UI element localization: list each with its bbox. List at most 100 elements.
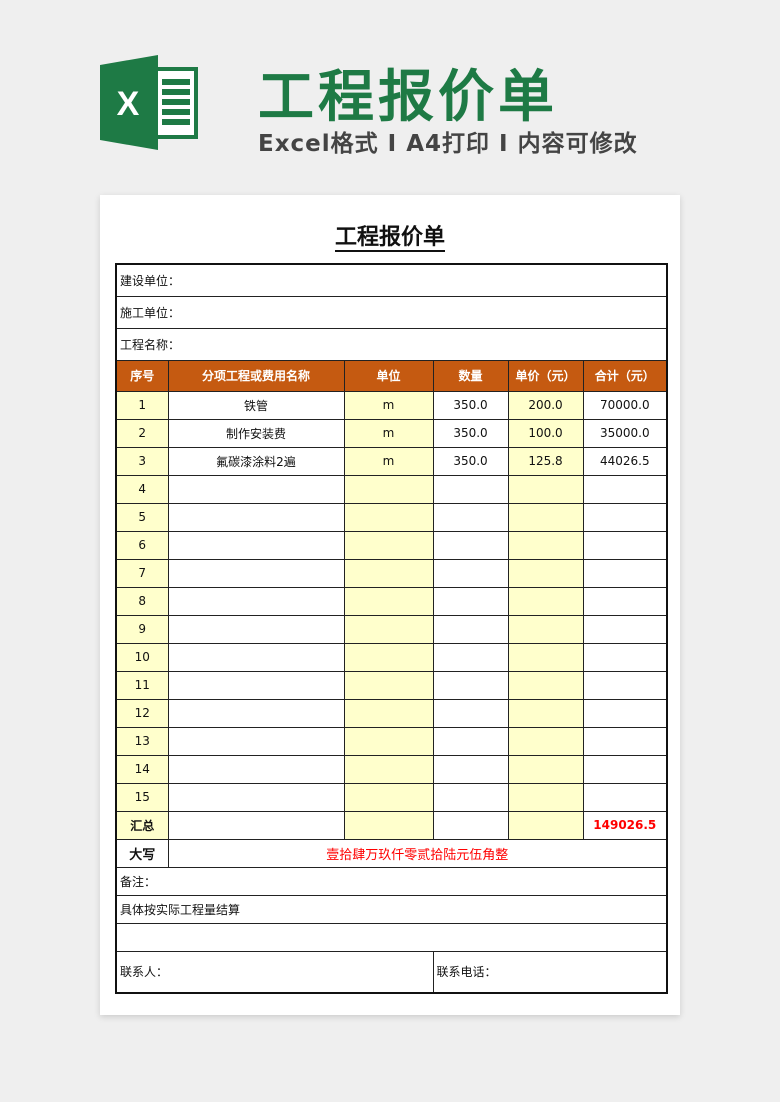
item-name-cell[interactable] — [167, 586, 345, 616]
subtotal-cell[interactable] — [582, 670, 668, 700]
item-name-cell[interactable] — [167, 558, 345, 588]
subtotal-cell[interactable] — [582, 558, 668, 588]
subtotal-cell[interactable] — [582, 642, 668, 672]
unit-cell[interactable] — [343, 474, 434, 504]
item-name-cell[interactable] — [167, 698, 345, 728]
unit-cell[interactable] — [343, 698, 434, 728]
unit-price-cell[interactable]: 125.8 — [507, 446, 584, 476]
subtotal-cell[interactable]: 35000.0 — [582, 418, 668, 448]
unit-cell[interactable] — [343, 782, 434, 812]
unit-price-cell[interactable] — [507, 586, 584, 616]
info-construction-unit[interactable]: 建设单位： — [115, 263, 668, 297]
total-value[interactable]: 149026.5 — [582, 810, 668, 840]
row-number-cell: 2 — [115, 418, 169, 448]
quantity-cell[interactable] — [432, 782, 509, 812]
item-name-cell[interactable]: 氟碳漆涂料2遍 — [167, 446, 345, 476]
row-number-cell: 14 — [115, 754, 169, 784]
unit-price-cell[interactable] — [507, 474, 584, 504]
item-name-cell[interactable] — [167, 474, 345, 504]
item-name-cell[interactable]: 铁管 — [167, 390, 345, 420]
item-name-cell[interactable] — [167, 782, 345, 812]
subtotal-cell[interactable] — [582, 754, 668, 784]
unit-price-cell[interactable] — [507, 698, 584, 728]
cell[interactable] — [343, 810, 434, 840]
quantity-cell[interactable] — [432, 558, 509, 588]
subtotal-cell[interactable] — [582, 586, 668, 616]
unit-price-cell[interactable]: 200.0 — [507, 390, 584, 420]
unit-price-cell[interactable] — [507, 502, 584, 532]
unit-cell[interactable] — [343, 670, 434, 700]
unit-cell[interactable] — [343, 502, 434, 532]
unit-price-cell[interactable] — [507, 530, 584, 560]
unit-cell[interactable] — [343, 642, 434, 672]
quantity-cell[interactable] — [432, 698, 509, 728]
item-name-cell[interactable] — [167, 754, 345, 784]
remark-blank[interactable] — [115, 922, 668, 952]
quantity-cell[interactable] — [432, 502, 509, 532]
unit-cell[interactable]: m — [343, 418, 434, 448]
unit-price-cell[interactable] — [507, 754, 584, 784]
cell[interactable] — [432, 810, 509, 840]
quantity-cell[interactable] — [432, 474, 509, 504]
cell[interactable] — [507, 810, 584, 840]
cell[interactable] — [167, 810, 345, 840]
quantity-cell[interactable] — [432, 586, 509, 616]
info-project-name[interactable]: 工程名称： — [115, 327, 668, 361]
row-number-cell: 3 — [115, 446, 169, 476]
item-name-cell[interactable] — [167, 726, 345, 756]
table-row: 2 制作安装费 m 350.0 100.0 35000.0 — [115, 418, 668, 448]
subtotal-cell[interactable] — [582, 698, 668, 728]
table-row: 3 氟碳漆涂料2遍 m 350.0 125.8 44026.5 — [115, 446, 668, 476]
unit-cell[interactable] — [343, 726, 434, 756]
unit-cell[interactable]: m — [343, 446, 434, 476]
item-name-cell[interactable] — [167, 502, 345, 532]
quantity-cell[interactable] — [432, 726, 509, 756]
row-number-cell: 10 — [115, 642, 169, 672]
capital-label: 大写 — [115, 838, 169, 868]
quantity-cell[interactable]: 350.0 — [432, 446, 509, 476]
col-header: 分项工程或费用名称 — [167, 359, 345, 392]
unit-price-cell[interactable] — [507, 782, 584, 812]
subtotal-cell[interactable] — [582, 614, 668, 644]
unit-cell[interactable] — [343, 558, 434, 588]
remark-text[interactable]: 具体按实际工程量结算 — [115, 894, 668, 924]
subtotal-cell[interactable]: 44026.5 — [582, 446, 668, 476]
header-row: 序号 分项工程或费用名称 单位 数量 单价（元） 合计（元） — [115, 359, 668, 392]
unit-cell[interactable]: m — [343, 390, 434, 420]
quantity-cell[interactable] — [432, 754, 509, 784]
unit-cell[interactable] — [343, 754, 434, 784]
remark-label[interactable]: 备注： — [115, 866, 668, 896]
unit-cell[interactable] — [343, 614, 434, 644]
table-row: 5 — [115, 502, 668, 532]
quantity-cell[interactable]: 350.0 — [432, 390, 509, 420]
unit-cell[interactable] — [343, 530, 434, 560]
item-name-cell[interactable] — [167, 670, 345, 700]
subtotal-cell[interactable] — [582, 530, 668, 560]
item-name-cell[interactable] — [167, 614, 345, 644]
quantity-cell[interactable] — [432, 642, 509, 672]
item-name-cell[interactable] — [167, 642, 345, 672]
capital-value[interactable]: 壹拾肆万玖仟零贰拾陆元伍角整 — [167, 838, 668, 868]
info-contractor[interactable]: 施工单位： — [115, 295, 668, 329]
contact-person[interactable]: 联系人： — [115, 950, 434, 994]
quantity-cell[interactable]: 350.0 — [432, 418, 509, 448]
subtotal-cell[interactable]: 70000.0 — [582, 390, 668, 420]
quantity-cell[interactable] — [432, 530, 509, 560]
item-name-cell[interactable] — [167, 530, 345, 560]
quantity-cell[interactable] — [432, 614, 509, 644]
quantity-cell[interactable] — [432, 670, 509, 700]
unit-price-cell[interactable] — [507, 670, 584, 700]
unit-price-cell[interactable] — [507, 642, 584, 672]
item-name-cell[interactable]: 制作安装费 — [167, 418, 345, 448]
subtotal-cell[interactable] — [582, 502, 668, 532]
unit-price-cell[interactable]: 100.0 — [507, 418, 584, 448]
subtotal-cell[interactable] — [582, 474, 668, 504]
unit-price-cell[interactable] — [507, 558, 584, 588]
subtotal-cell[interactable] — [582, 782, 668, 812]
unit-price-cell[interactable] — [507, 614, 584, 644]
unit-price-cell[interactable] — [507, 726, 584, 756]
contact-phone[interactable]: 联系电话： — [432, 950, 668, 994]
unit-cell[interactable] — [343, 586, 434, 616]
col-header: 合计（元） — [582, 359, 668, 392]
subtotal-cell[interactable] — [582, 726, 668, 756]
